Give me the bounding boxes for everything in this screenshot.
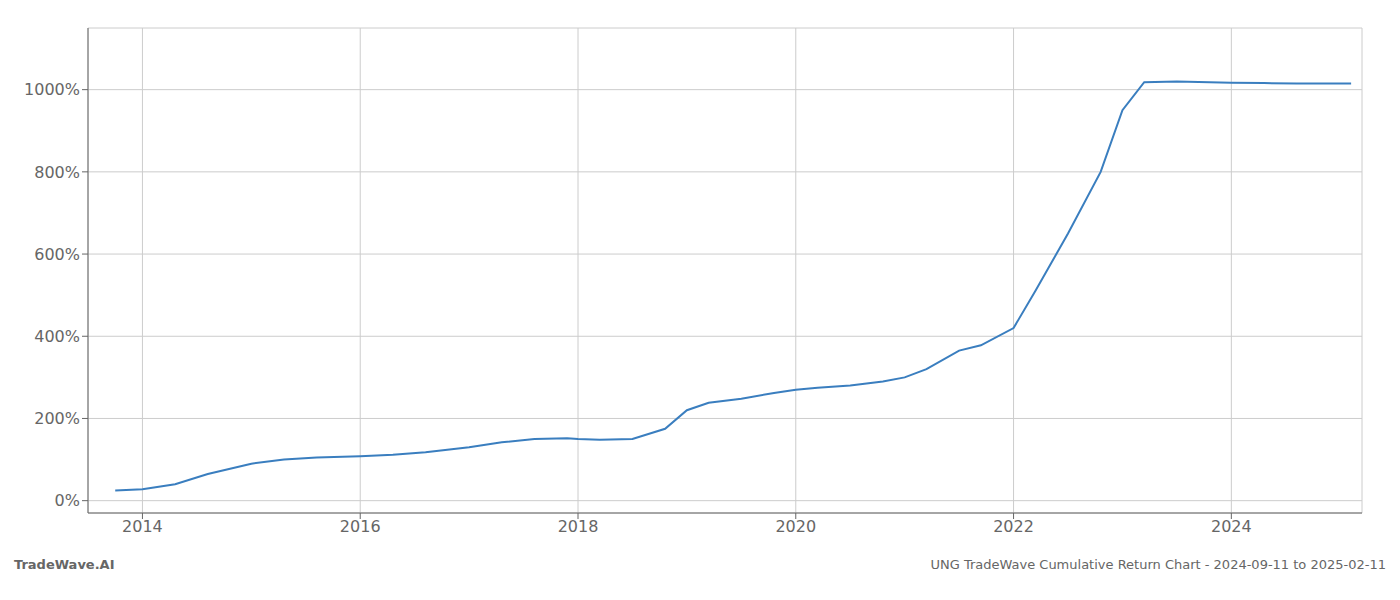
svg-text:2022: 2022	[993, 517, 1034, 536]
svg-text:2024: 2024	[1211, 517, 1252, 536]
svg-text:2018: 2018	[558, 517, 599, 536]
svg-text:1000%: 1000%	[24, 80, 80, 99]
svg-text:2020: 2020	[775, 517, 816, 536]
html-text:UNG TradeWave Cumulative Retur: UNG TradeWave Cumulative Return Chart - …	[930, 557, 1386, 572]
svg-text:2014: 2014	[122, 517, 163, 536]
html-text:TradeWave.AI: TradeWave.AI	[14, 557, 115, 572]
svg-text:200%: 200%	[34, 409, 80, 428]
svg-text:600%: 600%	[34, 245, 80, 264]
svg-text:0%: 0%	[55, 491, 80, 510]
svg-text:2016: 2016	[340, 517, 381, 536]
svg-text:400%: 400%	[34, 327, 80, 346]
svg-text:800%: 800%	[34, 163, 80, 182]
